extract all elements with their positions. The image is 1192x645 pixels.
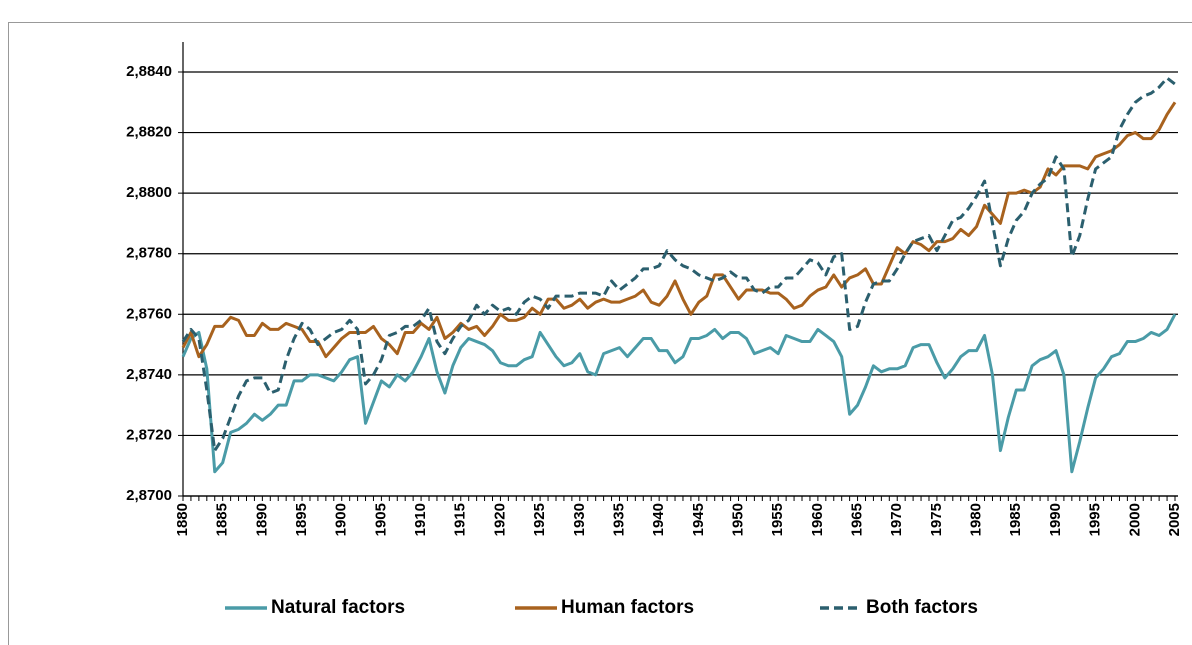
y-tick-label: 2,8700 (126, 487, 172, 504)
y-tick-label: 2,8740 (126, 366, 172, 383)
x-tick-label: 1975 (928, 503, 945, 536)
x-tick-label: 1960 (809, 503, 826, 536)
x-tick-label: 1985 (1007, 503, 1024, 536)
x-tick-label: 1995 (1087, 503, 1104, 536)
x-tick-label: 1880 (174, 503, 191, 536)
y-tick-label: 2,8840 (126, 63, 172, 80)
x-tick-label: 1965 (849, 503, 866, 536)
x-tick-label: 1935 (610, 503, 627, 536)
y-tick-label: 2,8720 (126, 426, 172, 443)
x-tick-label: 1900 (333, 503, 350, 536)
y-tick-label: 2,8780 (126, 245, 172, 262)
x-tick-label: 1925 (531, 503, 548, 536)
series-line (181, 101, 1177, 359)
x-tick-label: 1940 (650, 503, 667, 536)
x-tick-label: 1930 (571, 503, 588, 536)
x-tick-label: 1885 (214, 503, 231, 536)
y-tick-label: 2,8820 (126, 124, 172, 141)
x-tick-label: 1950 (729, 503, 746, 536)
legend-label: Both factors (866, 597, 978, 618)
x-tick-label: 1955 (769, 503, 786, 536)
x-tick-label: 2000 (1126, 503, 1143, 536)
x-tick-label: 1920 (491, 503, 508, 536)
x-tick-label: 1910 (412, 503, 429, 536)
y-tick-label: 2,8760 (126, 305, 172, 322)
x-tick-label: 1990 (1047, 503, 1064, 536)
legend-label: Natural factors (271, 597, 405, 618)
legend-label: Human factors (561, 597, 694, 618)
x-tick-label: 1970 (888, 503, 905, 536)
series-line (181, 76, 1176, 453)
x-tick-label: 1945 (690, 503, 707, 536)
x-tick-label: 2005 (1166, 503, 1183, 536)
x-tick-label: 1905 (372, 503, 389, 536)
x-tick-label: 1890 (253, 503, 270, 536)
y-tick-label: 2,8800 (126, 184, 172, 201)
series-line (181, 313, 1177, 474)
x-tick-label: 1980 (968, 503, 985, 536)
x-tick-label: 1915 (452, 503, 469, 536)
chart-frame (8, 22, 1192, 645)
x-tick-label: 1895 (293, 503, 310, 536)
